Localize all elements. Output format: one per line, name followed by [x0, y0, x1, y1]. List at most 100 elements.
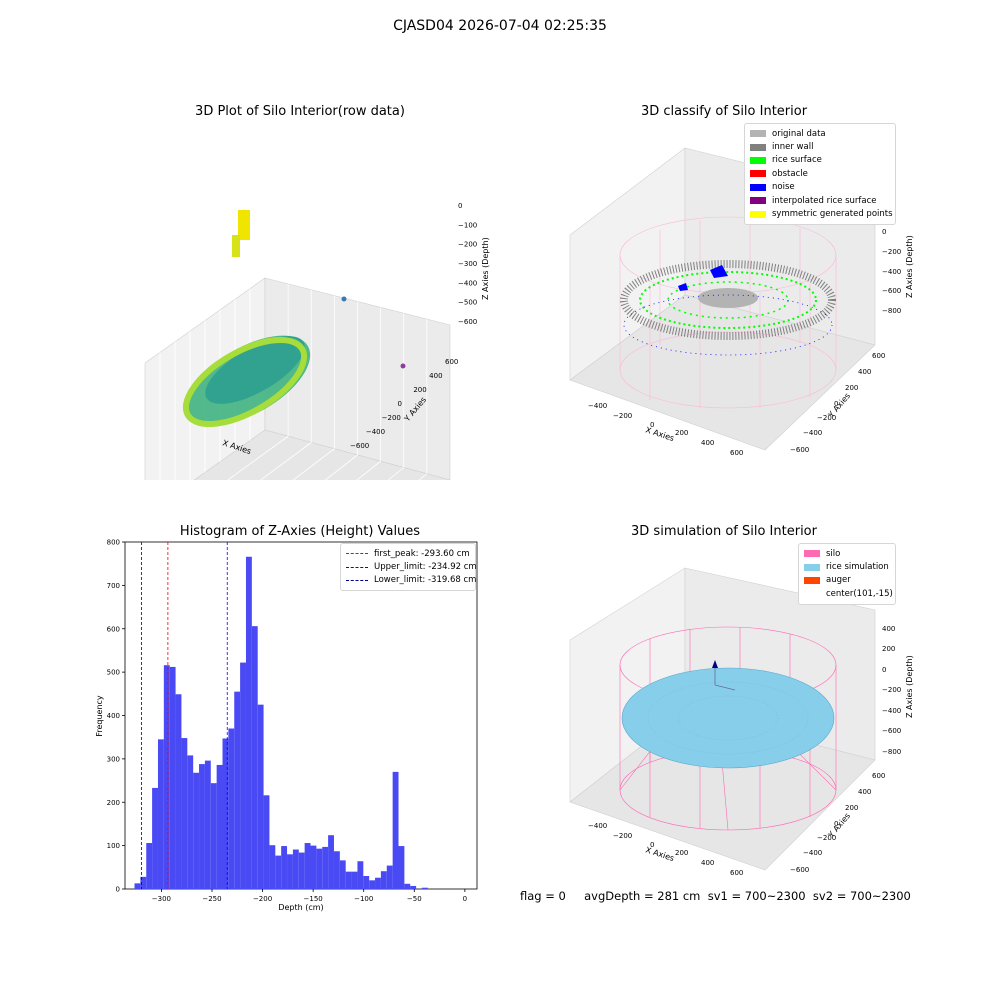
histogram-bar [152, 787, 158, 889]
histogram-y-tick: 100 [107, 842, 120, 850]
classify-legend-label: rice surface [772, 155, 822, 166]
histogram-bar [193, 772, 200, 889]
raw-y-tick: −200 [382, 414, 401, 422]
simulation-legend-label: auger [826, 575, 851, 586]
histogram-bars [134, 556, 428, 889]
raw-outlier-point [400, 363, 406, 369]
raw-point-cloud [182, 210, 311, 427]
classify-x-tick: −200 [613, 412, 632, 420]
classify-z-tick: −400 [882, 268, 901, 276]
classify-legend-swatch [750, 183, 766, 191]
classify-points [620, 260, 836, 356]
histogram-legend-line [346, 553, 368, 555]
classify-legend: original data inner wall rice surface obsta… [744, 123, 896, 225]
classify-legend-item: obstacle [750, 167, 890, 180]
simulation-legend-swatch [804, 563, 820, 571]
simulation-plot-title: 3D simulation of Silo Interior [631, 524, 817, 539]
raw-z-ticks: 0 −100 −200 −300 −400 −500 −600 [458, 202, 477, 326]
classify-y-tick: −400 [803, 429, 822, 437]
raw-z-tick: −600 [458, 318, 477, 326]
figure-title: CJASD04 2026-07-04 02:25:35 [393, 18, 607, 34]
histogram-x-ticks: −300 −250 −200 −150 −100 −50 0 [152, 889, 467, 903]
simulation-legend-label: rice simulation [826, 562, 889, 573]
simulation-y-ticks: 600 400 200 0 −200 −400 −600 [790, 772, 885, 874]
classify-legend-label: symmetric generated points [772, 209, 893, 220]
simulation-x-tick: 200 [675, 849, 688, 857]
classify-legend-item: rice surface [750, 154, 890, 167]
histogram-bar [181, 738, 188, 889]
classify-y-ticks: 600 400 200 0 −200 −400 −600 [790, 352, 885, 454]
simulation-legend-swatch [804, 590, 820, 597]
status-line: flag = 0 avgDepth = 281 cm sv1 = 700~230… [520, 889, 911, 903]
simulation-x-tick: 0 [650, 841, 654, 849]
histogram-bar [146, 843, 153, 889]
raw-z-tick: −300 [458, 260, 477, 268]
classify-x-label: X Axies [644, 425, 675, 443]
classify-x-tick: 200 [675, 429, 688, 437]
classify-x-ticks: −400 −200 0 200 400 600 [588, 402, 743, 457]
histogram-y-tick: 500 [107, 669, 120, 677]
classify-x-tick: 0 [650, 421, 654, 429]
simulation-y-tick: −400 [803, 849, 822, 857]
raw-z-tick: −500 [458, 299, 477, 307]
classify-legend-item: interpolated rice surface [750, 194, 890, 207]
classify-y-tick: 600 [872, 352, 885, 360]
histogram-y-tick: 600 [107, 625, 120, 633]
simulation-x-ticks: −400 −200 0 200 400 600 [588, 822, 743, 877]
simulation-z-tick: 200 [882, 645, 895, 653]
histogram-bar [199, 764, 205, 889]
simulation-z-tick: 0 [882, 666, 886, 674]
histogram-y-tick: 400 [107, 712, 120, 720]
histogram-x-tick: −150 [304, 895, 323, 903]
raw-pane-floor [193, 429, 451, 480]
simulation-legend-swatch [804, 576, 820, 584]
histogram-bar [292, 849, 299, 889]
simulation-3d-plot: −400 −200 0 200 400 600 600 400 200 0 −2… [569, 567, 914, 877]
classify-legend-swatch [750, 197, 766, 205]
histogram-bar [187, 755, 194, 889]
histogram-bar [222, 738, 229, 889]
simulation-rice-surface [621, 667, 835, 769]
histogram-bar [410, 885, 417, 889]
raw-z-label: Z Axies (Depth) [481, 237, 490, 300]
classify-legend-swatch [750, 210, 766, 218]
simulation-z-tick: −800 [882, 748, 901, 756]
histogram-bar [322, 846, 329, 889]
histogram-bar [392, 771, 399, 889]
classify-x-tick: −400 [588, 402, 607, 410]
raw-outlier-point [341, 296, 347, 302]
histogram-bar [228, 728, 235, 889]
histogram-y-tick: 800 [107, 539, 120, 547]
histogram-bar [234, 691, 241, 889]
histogram-x-tick: −250 [202, 895, 221, 903]
histogram-x-tick: −200 [253, 895, 272, 903]
simulation-x-label: X Axies [644, 845, 675, 863]
histogram-bar [345, 871, 352, 889]
histogram-bar [281, 846, 288, 889]
raw-y-tick: 600 [445, 358, 458, 366]
histogram-x-tick: −300 [152, 895, 171, 903]
simulation-y-tick: −200 [817, 834, 836, 842]
histogram-bar [210, 783, 217, 889]
histogram-bar [304, 843, 311, 889]
histogram-y-tick: 0 [116, 886, 120, 894]
simulation-auger [712, 660, 736, 691]
simulation-legend-item: auger [804, 574, 890, 587]
histogram-chart: −300 −250 −200 −150 −100 −50 0 0 100 200 300 400 50… [95, 539, 478, 912]
histogram-legend-item: Upper_limit: -234.92 cm [346, 560, 477, 573]
histogram-bar [351, 871, 358, 889]
histogram-bar [316, 848, 323, 889]
simulation-y-tick: 400 [858, 788, 871, 796]
raw-z-tick: −200 [458, 241, 477, 249]
simulation-legend-item: rice simulation [804, 560, 890, 573]
simulation-z-tick: −600 [882, 727, 901, 735]
simulation-y-tick: 200 [845, 804, 858, 812]
histogram-bar [175, 694, 182, 889]
histogram-bar [380, 871, 387, 889]
classify-z-tick: −800 [882, 307, 901, 315]
histogram-bar [357, 861, 364, 889]
histogram-y-tick: 300 [107, 755, 120, 763]
raw-y-tick: 200 [413, 386, 426, 394]
simulation-legend-label: center(101,-15) [826, 588, 893, 599]
